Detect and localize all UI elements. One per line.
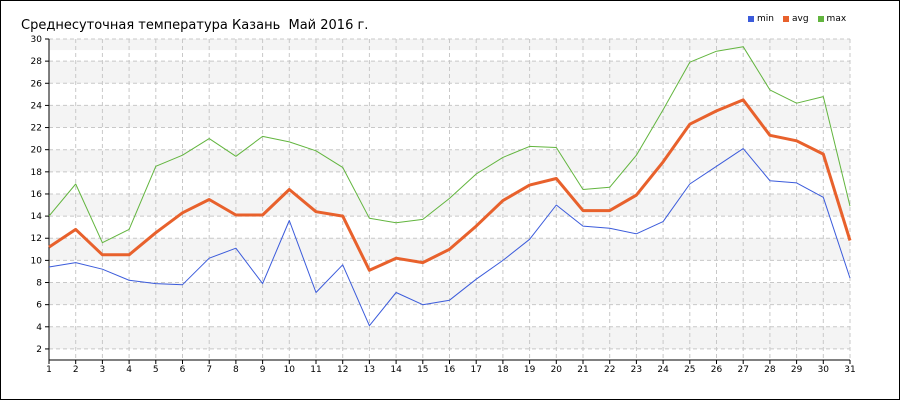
x-tick-label: 11 — [310, 365, 321, 375]
y-tick-label: 28 — [31, 57, 43, 67]
x-tick-label: 23 — [631, 365, 642, 375]
series-line-max — [48, 46, 851, 244]
y-tick-label: 20 — [31, 146, 43, 156]
x-tick-label: 26 — [711, 365, 723, 375]
chart-legend: min avg max — [748, 14, 846, 24]
x-tick-label: 25 — [684, 365, 695, 375]
chart-title: Среднесуточная температура Казань Май 20… — [21, 18, 369, 33]
y-tick-label: 22 — [31, 124, 42, 134]
x-tick-label: 19 — [524, 365, 536, 375]
x-tick-label: 15 — [417, 365, 428, 375]
y-tick-label: 6 — [36, 301, 42, 311]
x-tick-label: 13 — [364, 365, 375, 375]
plot-band — [49, 61, 850, 84]
legend-swatch-min — [748, 16, 754, 22]
y-tick-label: 12 — [31, 234, 42, 244]
x-tick-label: 22 — [604, 365, 615, 375]
x-tick-label: 31 — [844, 365, 855, 375]
legend-item-min: min — [748, 14, 774, 24]
x-tick-label: 6 — [180, 365, 186, 375]
legend-item-avg: avg — [782, 14, 809, 24]
plot-band — [49, 39, 850, 51]
x-tick-label: 17 — [470, 365, 481, 375]
x-tick-label: 4 — [126, 365, 132, 375]
legend-label-min: min — [757, 14, 774, 24]
y-tick-label: 18 — [31, 168, 43, 178]
x-tick-label: 8 — [233, 365, 239, 375]
x-tick-label: 2 — [73, 365, 79, 375]
legend-swatch-avg — [782, 16, 789, 22]
series-line-avg — [48, 98, 852, 272]
y-tick-label: 24 — [31, 101, 43, 111]
x-tick-label: 9 — [260, 365, 266, 375]
y-tick-label: 10 — [31, 256, 43, 266]
plot-band — [49, 326, 850, 349]
x-tick-label: 16 — [444, 365, 456, 375]
x-tick-label: 14 — [390, 365, 402, 375]
x-tick-label: 24 — [657, 365, 669, 375]
y-tick-label: 30 — [31, 35, 43, 45]
x-tick-label: 10 — [284, 365, 296, 375]
x-tick-label: 7 — [206, 365, 212, 375]
x-tick-label: 5 — [153, 365, 159, 375]
series-line-min — [48, 148, 851, 327]
legend-swatch-max — [817, 16, 824, 22]
legend-item-max: max — [817, 14, 847, 24]
y-tick-label: 4 — [36, 323, 42, 333]
y-tick-label: 26 — [31, 79, 43, 89]
y-tick-label: 16 — [31, 190, 43, 200]
x-tick-label: 29 — [791, 365, 803, 375]
y-tick-label: 8 — [36, 279, 42, 289]
legend-label-avg: avg — [791, 14, 809, 24]
x-tick-label: 30 — [818, 365, 830, 375]
y-tick-label: 2 — [36, 345, 42, 355]
x-tick-label: 21 — [577, 365, 588, 375]
x-tick-label: 28 — [764, 365, 776, 375]
x-tick-label: 12 — [337, 365, 348, 375]
x-tick-label: 27 — [737, 365, 748, 375]
x-tick-label: 18 — [497, 365, 509, 375]
y-tick-label: 14 — [31, 212, 43, 222]
x-tick-label: 1 — [46, 365, 52, 375]
x-tick-label: 20 — [551, 365, 563, 375]
legend-label-max: max — [826, 14, 847, 24]
plot-band — [49, 193, 850, 217]
x-tick-label: 3 — [100, 365, 106, 375]
